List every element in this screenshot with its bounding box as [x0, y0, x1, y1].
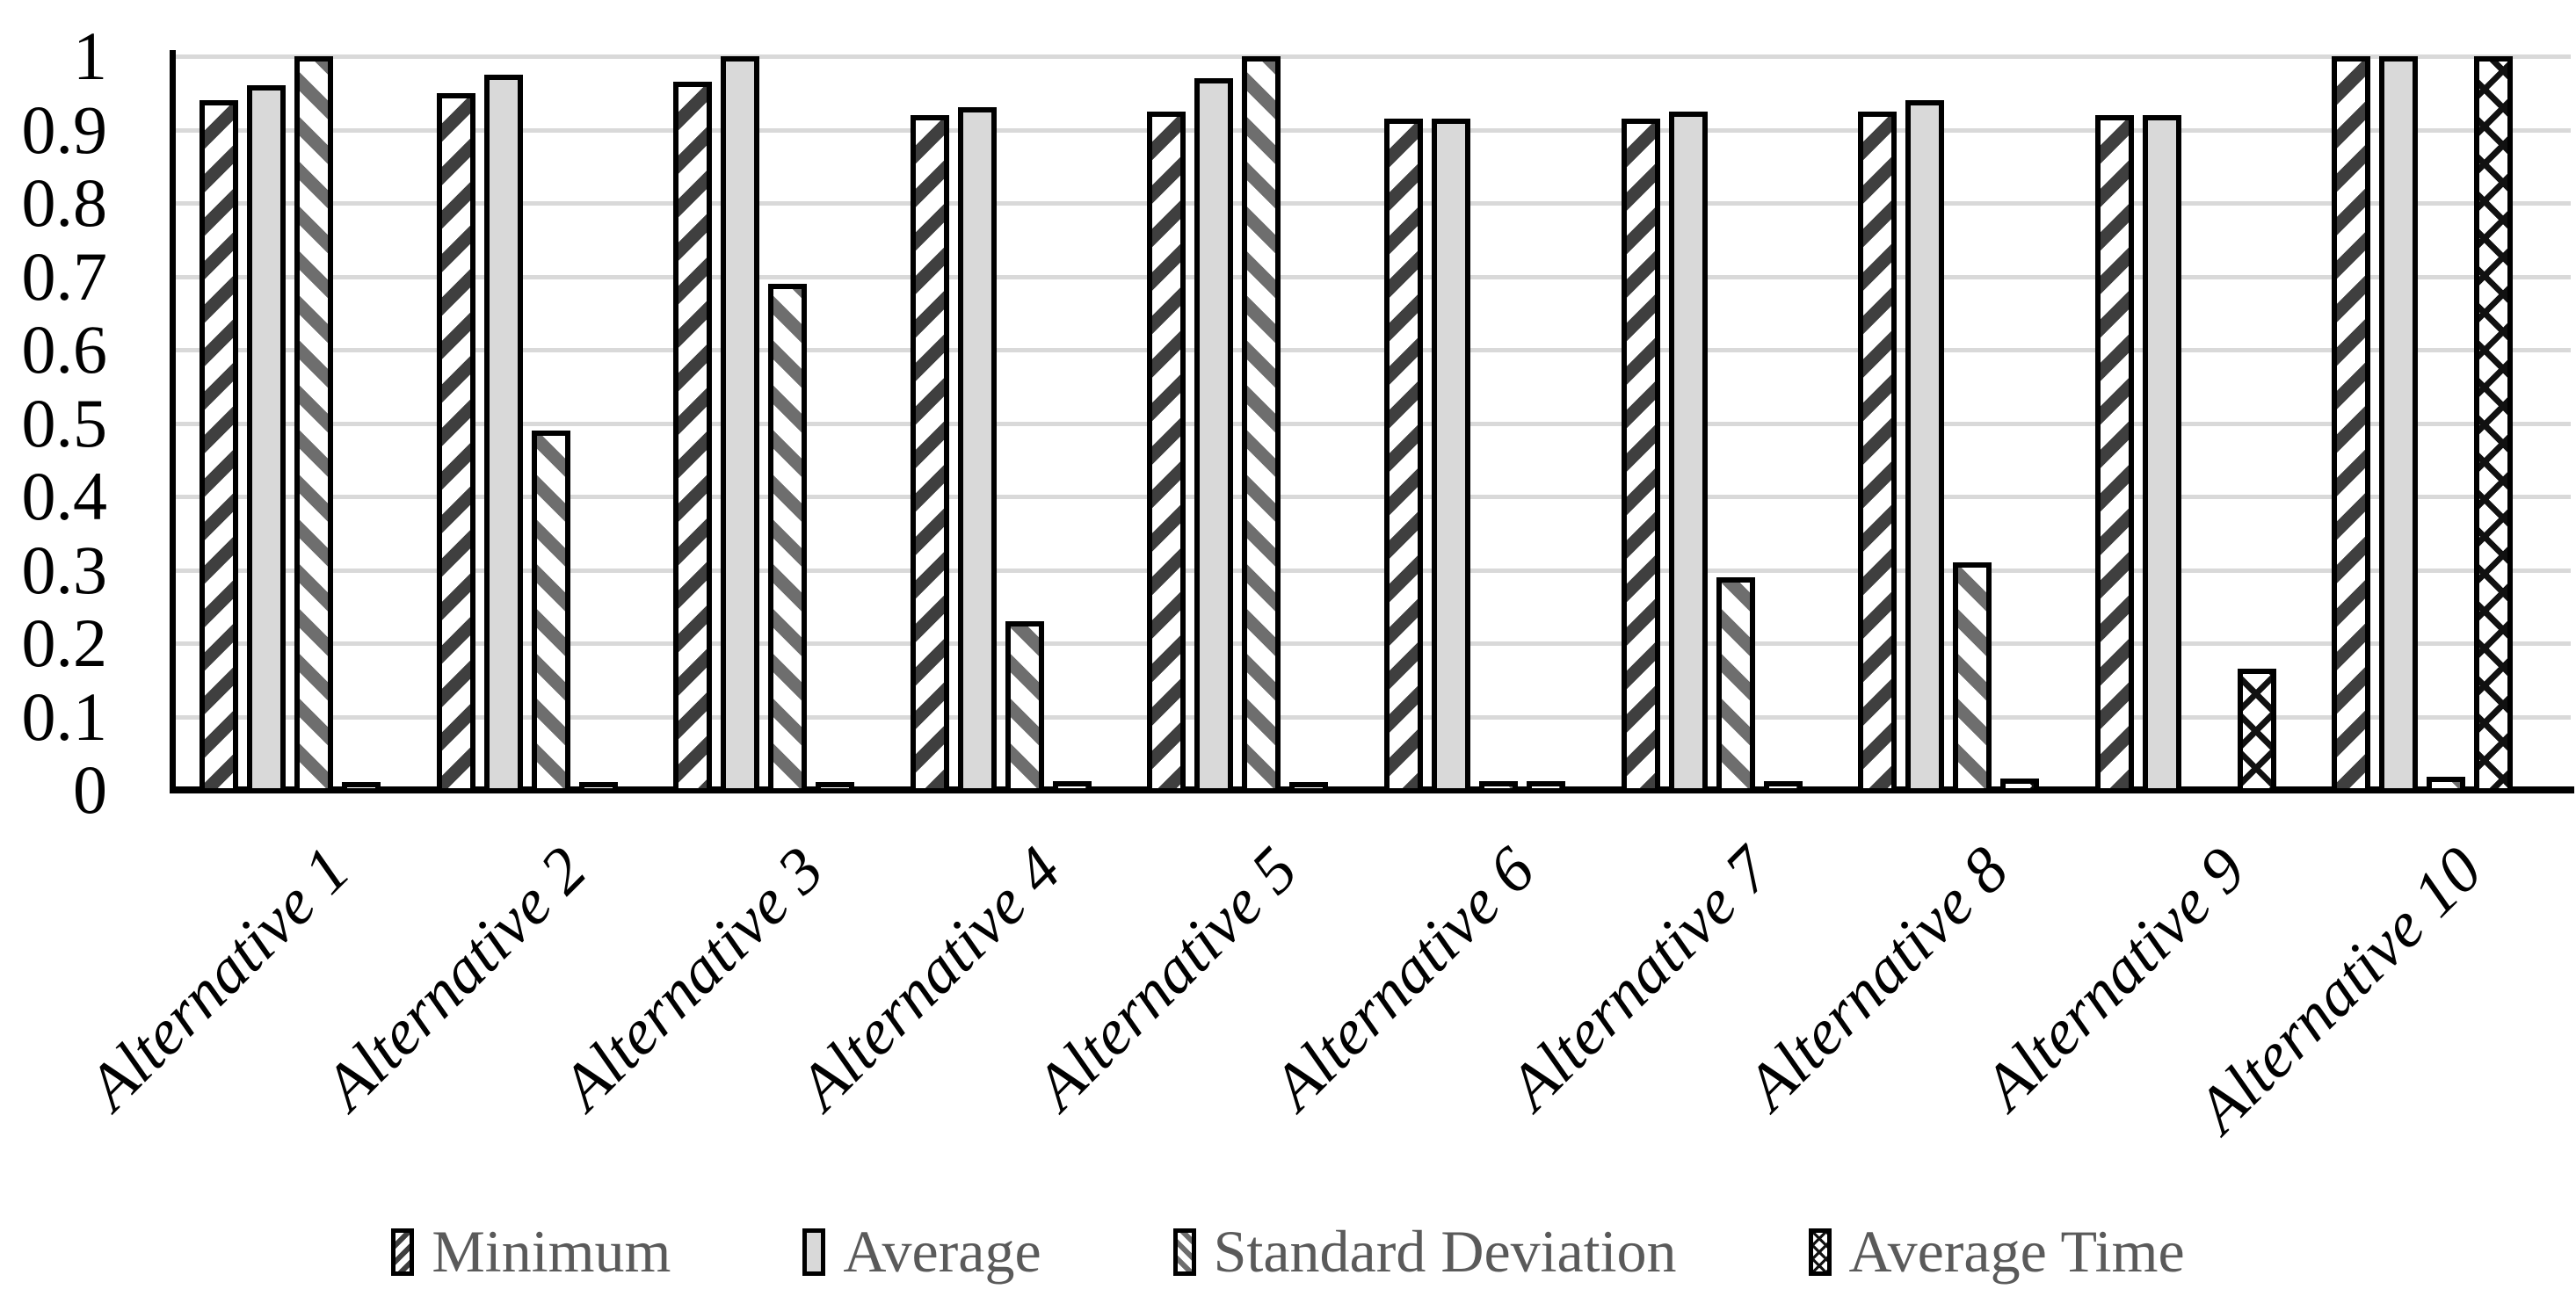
bar-standard-deviation-2	[531, 430, 570, 793]
bar-average-time-5	[1289, 782, 1329, 793]
gridline-0.8	[176, 201, 2571, 206]
gridline-0.9	[176, 127, 2571, 133]
bar-standard-deviation-7	[1716, 576, 1755, 793]
bar-minimum-5	[1147, 111, 1186, 793]
bar-average-time-3	[816, 782, 855, 793]
y-tick-label-0.6: 0.6	[21, 311, 108, 388]
bar-minimum-8	[1858, 111, 1898, 793]
legend-key-solid-icon	[802, 1228, 826, 1276]
legend-key-crosshatch-icon	[1808, 1228, 1832, 1276]
bar-minimum-7	[1621, 118, 1660, 793]
bar-average-7	[1668, 111, 1708, 793]
bar-standard-deviation-10	[2427, 776, 2466, 793]
legend-item-average-time: Average Time	[1808, 1217, 2185, 1286]
bar-average-time-1	[342, 782, 381, 793]
bar-average-time-8	[2000, 779, 2040, 793]
bar-average-3	[721, 56, 760, 793]
gridline-0.4	[176, 495, 2571, 499]
legend-item-minimum: Minimum	[391, 1217, 671, 1286]
gridline-1	[176, 54, 2571, 59]
gridline-0.1	[176, 714, 2571, 720]
bar-minimum-1	[200, 100, 238, 793]
bar-average-9	[2142, 114, 2181, 793]
y-tick-label-0.3: 0.3	[21, 531, 108, 608]
legend-key-diagonal-up-icon	[391, 1228, 415, 1276]
y-tick-label-0.2: 0.2	[21, 605, 108, 681]
gridline-0.6	[176, 348, 2571, 352]
gridline-0.2	[176, 641, 2571, 646]
bar-minimum-6	[1384, 118, 1423, 793]
legend-item-average: Average	[802, 1217, 1041, 1286]
y-tick-label-0.7: 0.7	[21, 237, 108, 315]
bar-average-time-6	[1527, 780, 1565, 793]
legend-label-average: Average	[843, 1218, 1041, 1285]
y-tick-label-0.4: 0.4	[21, 458, 108, 534]
bar-standard-deviation-3	[768, 283, 808, 793]
bar-average-2	[483, 74, 523, 793]
legend-label-average-time: Average Time	[1848, 1218, 2185, 1285]
legend: Minimum Average Standard Deviation Average …	[0, 1217, 2576, 1286]
x-axis-line	[170, 786, 2574, 793]
y-tick-label-0.5: 0.5	[21, 384, 108, 461]
bar-average-1	[247, 85, 286, 793]
y-tick-label-1: 1	[73, 18, 107, 94]
y-tick-label-0.1: 0.1	[21, 677, 108, 755]
gridline-0.5	[176, 421, 2571, 426]
bar-minimum-9	[2094, 114, 2134, 793]
bar-standard-deviation-8	[1953, 562, 1992, 793]
bar-standard-deviation-4	[1005, 620, 1044, 793]
bar-minimum-2	[436, 92, 475, 793]
bar-average-8	[1905, 100, 1945, 793]
gridline-0.7	[176, 274, 2571, 279]
bar-average-10	[2379, 56, 2419, 793]
bar-average-time-4	[1052, 780, 1092, 793]
bar-minimum-3	[673, 82, 713, 793]
bar-average-5	[1194, 78, 1234, 793]
legend-label-standard-deviation: Standard Deviation	[1213, 1218, 1677, 1285]
y-tick-label-0.9: 0.9	[21, 91, 108, 168]
y-axis-line	[170, 50, 176, 793]
bar-average-time-2	[578, 782, 618, 793]
bar-average-time-9	[2237, 669, 2276, 793]
gridline-0.3	[176, 568, 2571, 573]
bar-standard-deviation-5	[1242, 56, 1281, 793]
bar-minimum-4	[910, 114, 949, 793]
bar-standard-deviation-1	[294, 56, 333, 793]
bar-average-4	[957, 107, 997, 793]
bar-average-time-10	[2474, 56, 2514, 793]
legend-item-standard-deviation: Standard Deviation	[1172, 1217, 1677, 1286]
y-tick-label-0.8: 0.8	[21, 164, 108, 241]
y-tick-label-0: 0	[73, 751, 107, 828]
bar-average-time-7	[1763, 780, 1803, 793]
bar-standard-deviation-6	[1479, 780, 1518, 793]
bar-average-6	[1432, 118, 1470, 793]
legend-key-diagonal-down-icon	[1172, 1228, 1196, 1276]
legend-label-minimum: Minimum	[432, 1218, 671, 1285]
bar-minimum-10	[2332, 56, 2371, 793]
